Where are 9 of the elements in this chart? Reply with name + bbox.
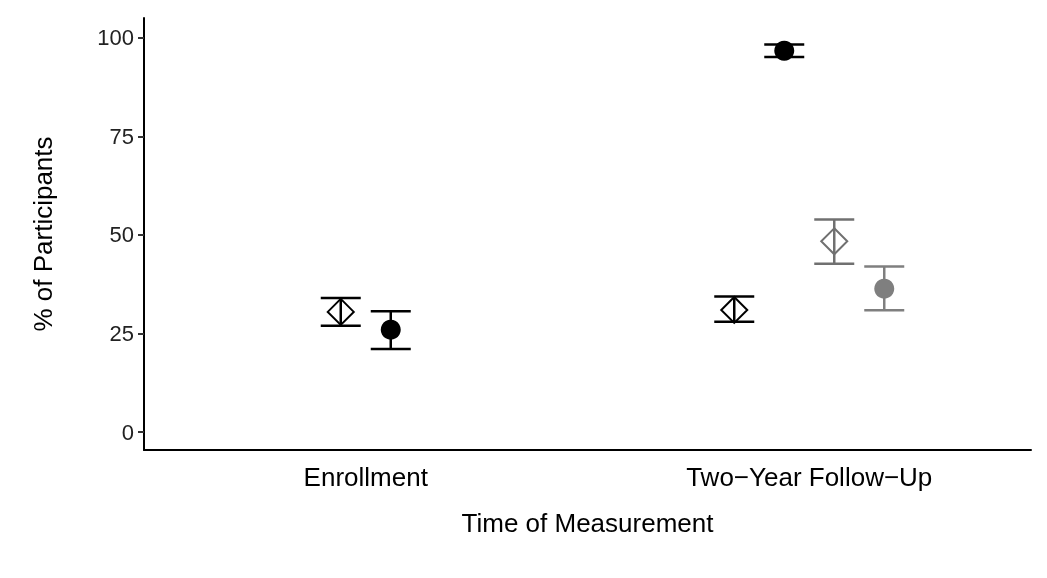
y-axis-title: % of Participants [28,136,58,332]
x-tick-label: Two−Year Follow−Up [686,462,933,492]
y-tick-label: 25 [109,321,134,347]
x-axis-title: Time of Measurement [461,508,715,538]
y-tick-label: 0 [121,419,134,445]
y-tick-label: 100 [97,25,134,51]
y-tick-label: 75 [109,123,134,149]
x-tick-label: Enrollment [303,462,429,492]
y-tick-label: 50 [109,222,134,248]
